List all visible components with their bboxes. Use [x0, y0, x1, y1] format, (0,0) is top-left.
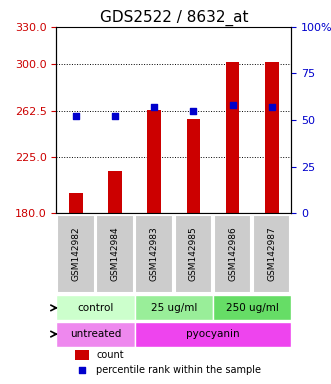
- FancyBboxPatch shape: [135, 215, 173, 293]
- Text: count: count: [96, 350, 124, 360]
- Point: [191, 108, 196, 114]
- Text: GSM142986: GSM142986: [228, 227, 237, 281]
- Bar: [75, 350, 89, 360]
- FancyBboxPatch shape: [214, 215, 251, 293]
- Point: [73, 113, 78, 119]
- Point: [269, 104, 274, 110]
- FancyBboxPatch shape: [96, 215, 134, 293]
- Text: percentile rank within the sample: percentile rank within the sample: [96, 365, 261, 375]
- FancyBboxPatch shape: [174, 215, 212, 293]
- Bar: [147, 110, 161, 213]
- Text: GSM142987: GSM142987: [267, 227, 276, 281]
- FancyBboxPatch shape: [56, 321, 135, 347]
- FancyBboxPatch shape: [57, 215, 95, 293]
- FancyBboxPatch shape: [56, 295, 135, 321]
- Text: control: control: [77, 303, 114, 313]
- Text: pyocyanin: pyocyanin: [186, 329, 240, 339]
- Point: [79, 367, 85, 373]
- Bar: [186, 119, 200, 213]
- Point: [230, 102, 235, 108]
- FancyBboxPatch shape: [135, 321, 291, 347]
- Bar: [108, 171, 122, 213]
- Text: 25 ug/ml: 25 ug/ml: [151, 303, 197, 313]
- FancyBboxPatch shape: [135, 295, 213, 321]
- Text: untreated: untreated: [70, 329, 121, 339]
- Title: GDS2522 / 8632_at: GDS2522 / 8632_at: [100, 9, 248, 25]
- Point: [113, 113, 118, 119]
- Text: GSM142984: GSM142984: [111, 227, 119, 281]
- Bar: [69, 194, 83, 213]
- Text: GSM142983: GSM142983: [150, 227, 159, 281]
- Text: GSM142985: GSM142985: [189, 227, 198, 281]
- Bar: [226, 62, 239, 213]
- FancyBboxPatch shape: [213, 295, 291, 321]
- Text: 250 ug/ml: 250 ug/ml: [226, 303, 279, 313]
- FancyBboxPatch shape: [253, 215, 291, 293]
- Point: [152, 104, 157, 110]
- Bar: [265, 62, 279, 213]
- Text: GSM142982: GSM142982: [71, 227, 80, 281]
